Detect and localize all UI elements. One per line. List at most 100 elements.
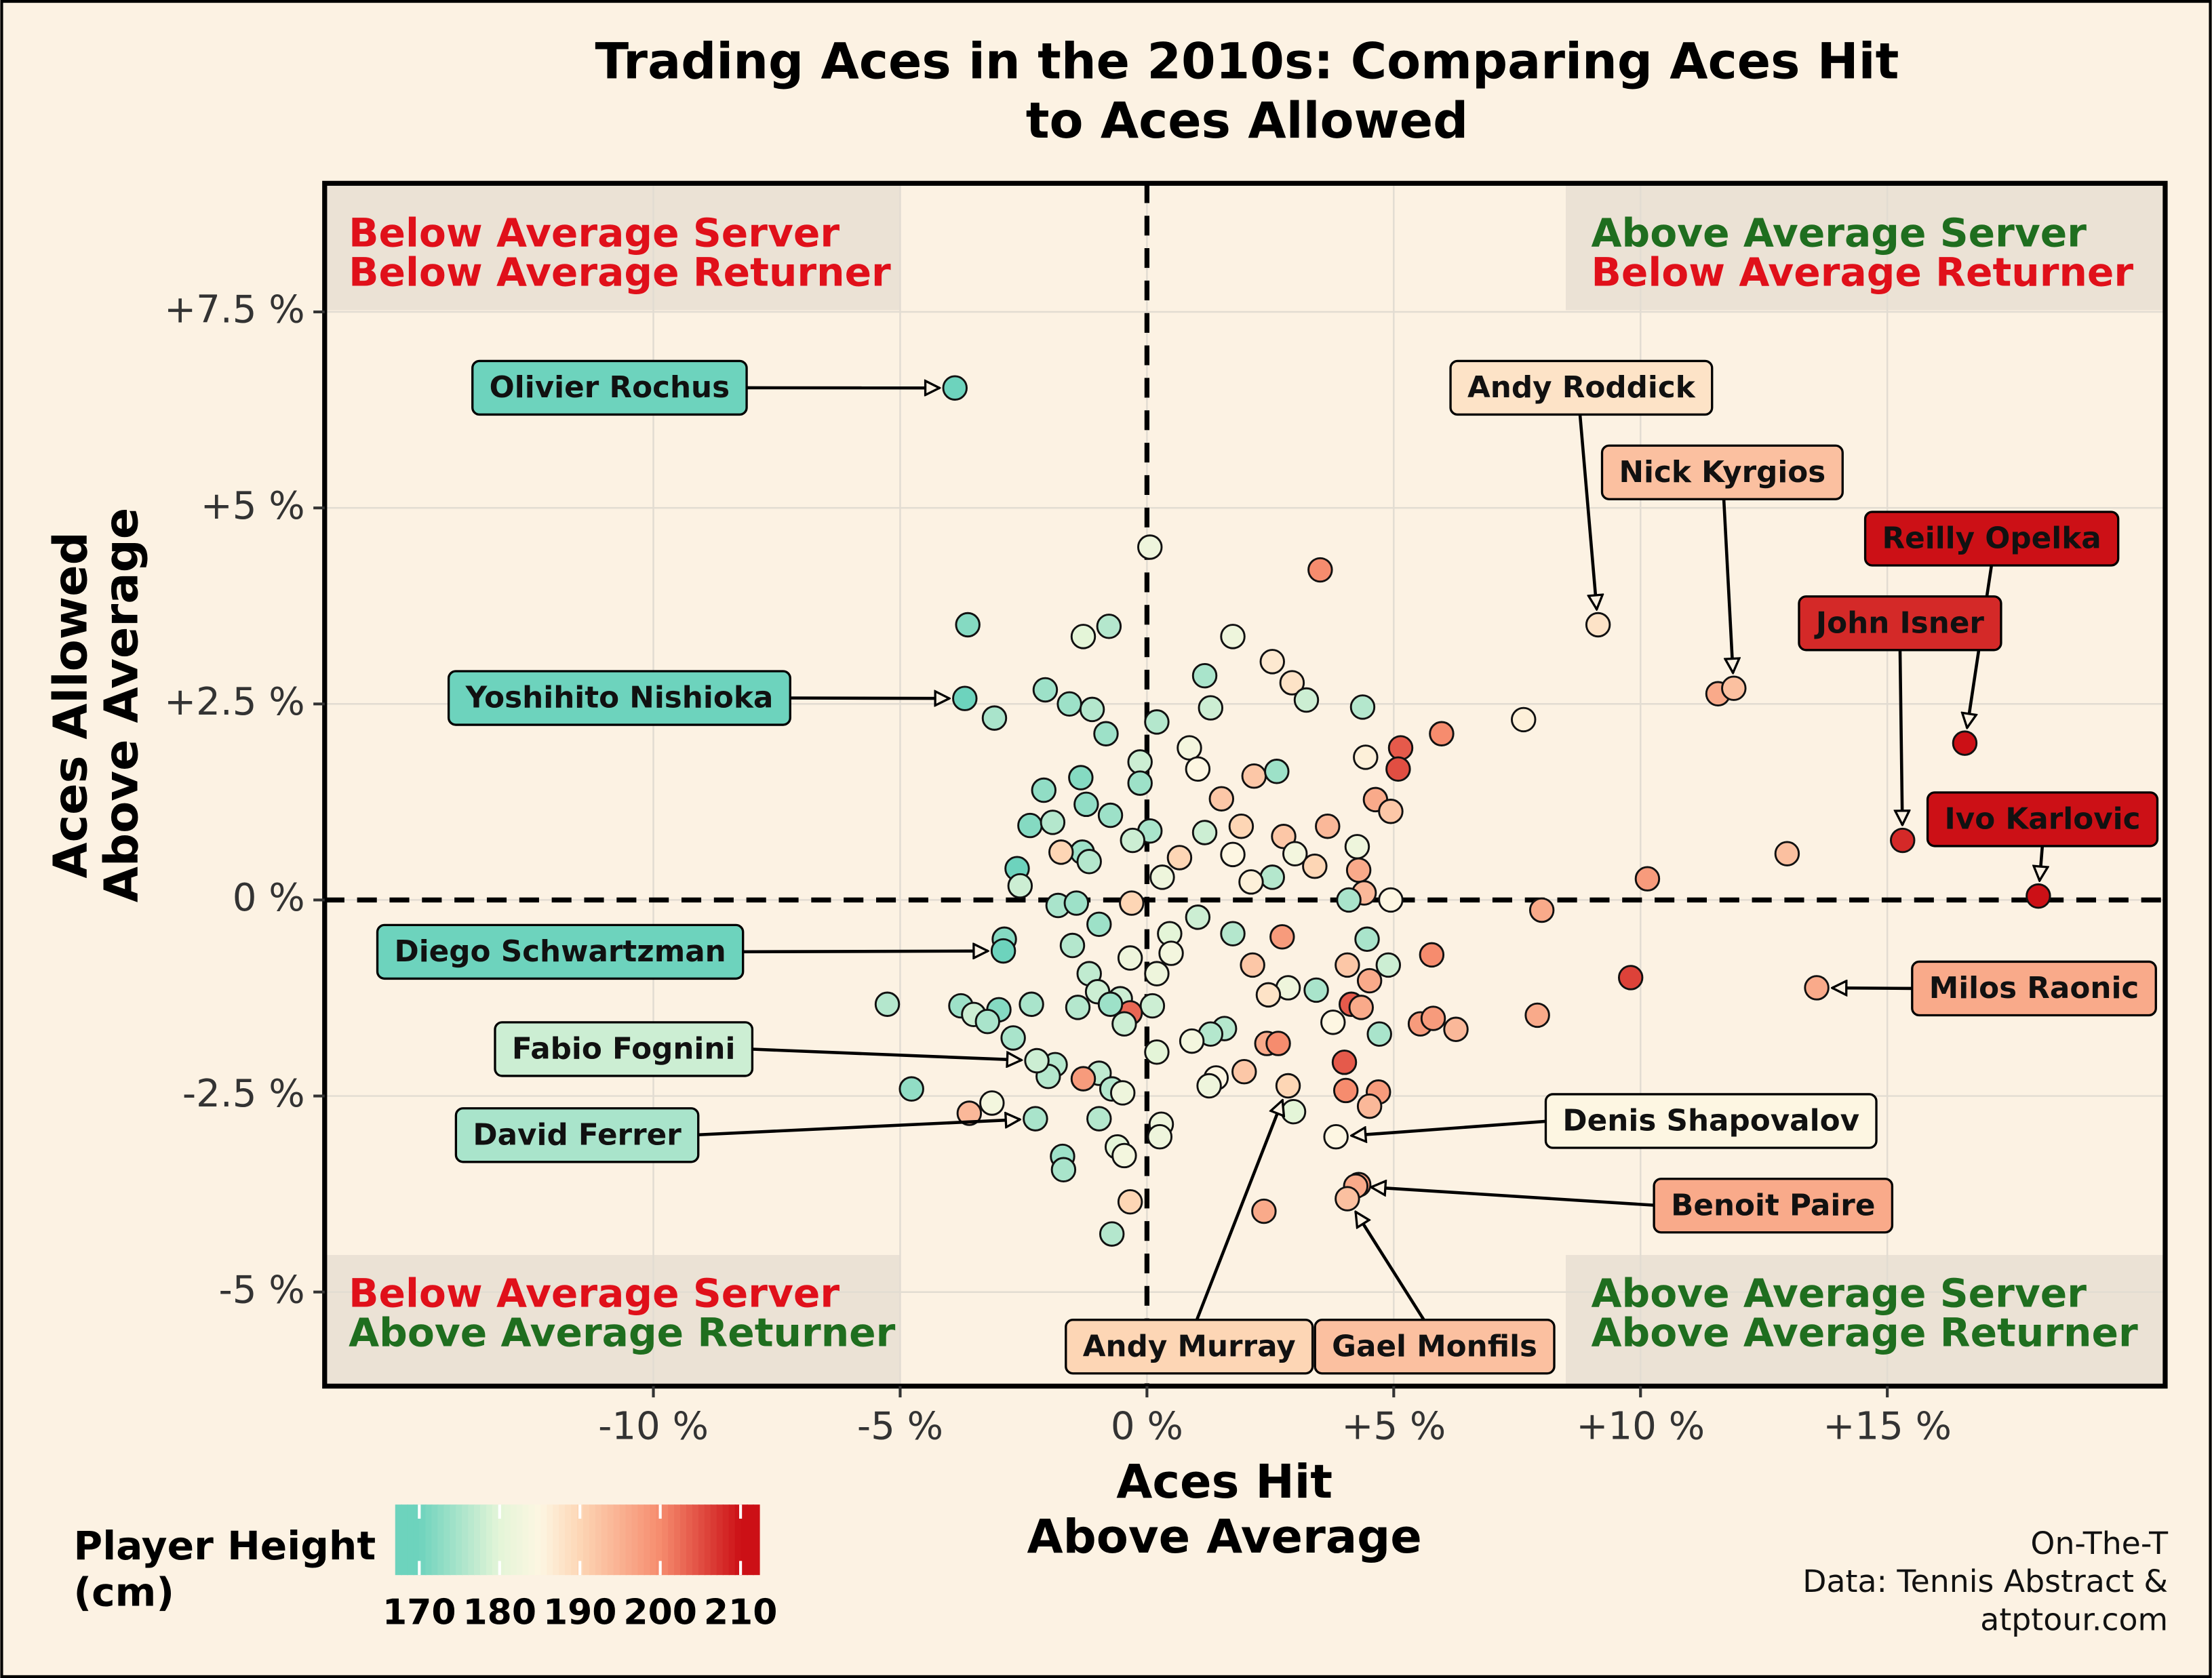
x-axis-label: Above Average [1027,1510,1422,1564]
point [1524,1002,1550,1028]
point [1040,810,1066,835]
y-tick-label: +7.5 % [164,288,305,332]
point [1059,932,1086,959]
annotation-box [1798,595,2002,652]
point [1111,1011,1137,1037]
colorbar-segment [607,1504,614,1576]
annotation-box [1544,1093,1878,1149]
colorbar-segment [565,1504,572,1576]
point [1255,982,1282,1008]
x-tick-label: +10 % [1576,1404,1705,1448]
point [1320,1010,1346,1035]
colorbar-tick-label: 180 [462,1592,536,1633]
colorbar-segment [492,1504,500,1576]
colorbar-segment [419,1504,427,1576]
point [1331,1050,1358,1075]
annotation-text: Yoshihito Nishioka [465,681,774,715]
point [952,685,978,711]
point [898,1076,924,1102]
point [1086,911,1112,938]
point [955,612,981,638]
point [1093,721,1119,746]
point [1147,1123,1173,1150]
point [1007,873,1033,899]
point [1774,841,1800,866]
colorbar-segment [656,1504,663,1576]
colorbar-title: (cm) [74,1569,174,1615]
point [1065,995,1091,1020]
x-tick-label: -5 % [857,1404,943,1448]
point [1265,1031,1291,1056]
annotation-text: Denis Shapovalov [1562,1104,1859,1138]
y-axis-label: Above Average [94,508,149,902]
annotation-arrow [750,1047,1021,1060]
annotation-text: Gael Monfils [1332,1329,1537,1363]
y-axis-label: Aces Allowed [44,532,98,878]
point [1019,991,1044,1017]
colorbar-tick-label: 170 [382,1592,456,1633]
point [1096,614,1122,639]
point [1344,834,1370,860]
colorbar-segment [468,1504,475,1576]
point [1086,1106,1112,1132]
point [1024,1047,1050,1074]
annotation-label: Nick Kyrgios [1600,444,1844,500]
colorbar-segment [571,1504,578,1576]
point [1220,841,1246,868]
point [1099,1221,1125,1247]
colorbar-segment [559,1504,566,1576]
annotation-arrow [1900,648,1902,825]
point [1097,991,1124,1017]
x-axis-label: Aces Hit [1116,1455,1332,1509]
point [1332,1077,1359,1104]
colorbar-segment [401,1504,408,1576]
colorbar-segment [722,1504,730,1576]
caption: atptour.com [1980,1601,2168,1637]
annotation-box [1314,1319,1556,1375]
point [1259,864,1285,890]
colorbar-segment [534,1504,542,1576]
point [1264,759,1290,784]
colorbar-segment [540,1504,548,1576]
point [1048,839,1074,865]
annotation-box [1653,1178,1894,1234]
point [1017,812,1043,839]
colorbar-tick-label: 190 [543,1592,617,1633]
colorbar-segment [583,1504,591,1576]
quadrant-label: Above Average Server [1591,209,2087,256]
point [1345,857,1372,883]
point [1443,1016,1469,1042]
colorbar-segment [692,1504,700,1576]
y-tick-label: +2.5 % [164,680,305,724]
colorbar-segment [498,1504,505,1576]
colorbar-segment [413,1504,420,1576]
point [1076,849,1102,875]
annotation-text: Fabio Fognini [512,1031,736,1066]
point [1528,897,1555,923]
point [1023,1106,1048,1132]
colorbar-segment [740,1504,748,1576]
annotation-box [1911,960,2157,1017]
point [1378,799,1404,824]
point [1240,952,1265,978]
colorbar-segment [553,1504,560,1576]
point [1315,814,1341,839]
point [1070,1066,1097,1092]
point [1177,735,1202,761]
point [1228,814,1255,839]
point [1511,706,1537,733]
annotation-label: David Ferrer [454,1107,700,1163]
point [956,1100,983,1126]
point [1119,890,1145,916]
quadrant-background [1566,183,2165,311]
point [1191,662,1218,689]
point [1191,820,1218,845]
annotation-text: Nick Kyrgios [1619,455,1825,490]
point [1179,1028,1205,1054]
point [1354,926,1380,952]
colorbar-segment [516,1504,524,1576]
chart-title: Trading Aces in the 2010s: Comparing Ace… [595,33,1899,91]
quadrant-label: Above Average Returner [1591,1310,2138,1356]
colorbar-segment [510,1504,517,1576]
annotation-arrow [1194,1100,1282,1322]
